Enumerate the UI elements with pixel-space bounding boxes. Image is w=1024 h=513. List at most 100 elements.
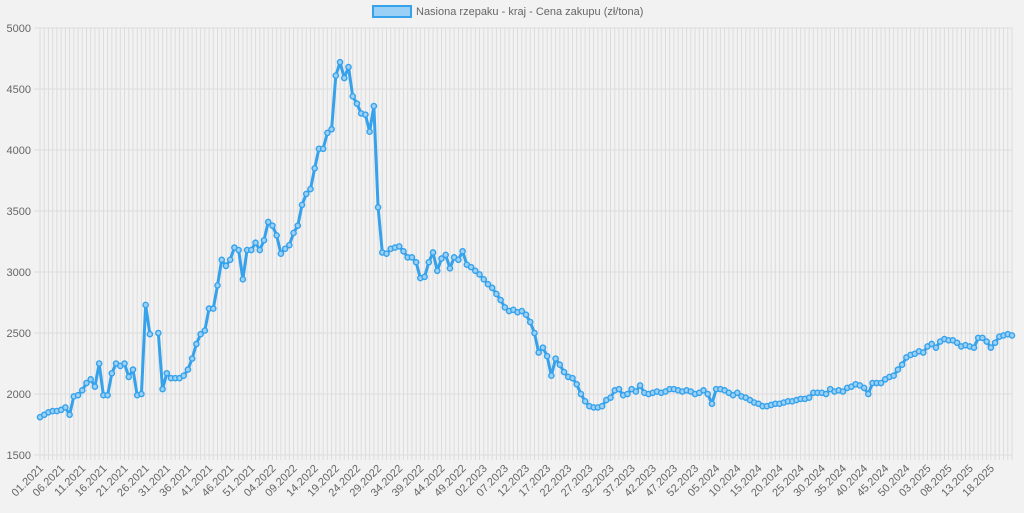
data-point[interactable] (78, 387, 86, 394)
data-point[interactable] (552, 355, 559, 362)
data-point[interactable] (91, 383, 99, 390)
data-point[interactable] (459, 247, 466, 255)
data-point[interactable] (425, 258, 433, 266)
legend-swatch[interactable] (372, 5, 412, 18)
data-point[interactable] (607, 394, 614, 401)
data-point[interactable] (480, 276, 488, 283)
data-point[interactable] (83, 379, 90, 387)
data-point[interactable] (598, 402, 606, 410)
data-point[interactable] (412, 258, 420, 266)
data-point[interactable] (353, 100, 361, 107)
data-point[interactable] (269, 222, 276, 229)
data-point[interactable] (979, 334, 986, 342)
data-point[interactable] (155, 329, 162, 337)
data-point[interactable] (860, 384, 868, 392)
data-point[interactable] (518, 307, 526, 315)
data-point[interactable] (577, 390, 585, 398)
data-point[interactable] (805, 394, 813, 401)
data-point[interactable] (556, 361, 564, 369)
data-point[interactable] (1008, 332, 1016, 339)
data-point[interactable] (573, 380, 581, 388)
data-point[interactable] (400, 247, 407, 255)
data-point[interactable] (95, 360, 103, 367)
data-point[interactable] (991, 339, 999, 347)
data-point[interactable] (446, 265, 454, 272)
data-point[interactable] (433, 267, 441, 275)
data-point[interactable] (311, 164, 318, 172)
data-point[interactable] (734, 389, 741, 397)
data-point[interactable] (74, 391, 82, 399)
data-point[interactable] (256, 246, 264, 254)
data-point[interactable] (366, 128, 373, 135)
data-point[interactable] (370, 102, 378, 110)
data-point[interactable] (704, 390, 712, 398)
data-point[interactable] (383, 250, 390, 257)
data-point[interactable] (197, 330, 204, 338)
data-point[interactable] (87, 376, 95, 383)
data-point[interactable] (467, 263, 475, 271)
data-point[interactable] (890, 372, 897, 380)
data-point[interactable] (522, 311, 530, 319)
data-point[interactable] (919, 349, 927, 356)
data-point[interactable] (340, 74, 348, 82)
data-point[interactable] (345, 63, 352, 71)
data-point[interactable] (548, 372, 555, 380)
data-point[interactable] (214, 282, 221, 289)
data-point[interactable] (526, 318, 534, 326)
data-point[interactable] (180, 372, 187, 380)
data-point[interactable] (476, 271, 483, 278)
data-point[interactable] (209, 305, 217, 312)
data-point[interactable] (264, 218, 272, 226)
data-point[interactable] (700, 387, 707, 394)
data-point[interactable] (615, 385, 623, 393)
data-point[interactable] (281, 245, 289, 253)
data-point[interactable] (277, 250, 285, 257)
data-point[interactable] (307, 185, 314, 193)
data-point[interactable] (932, 344, 940, 351)
data-point[interactable] (484, 280, 492, 288)
data-point[interactable] (138, 390, 145, 398)
data-point[interactable] (332, 72, 340, 79)
data-point[interactable] (104, 391, 111, 399)
data-point[interactable] (319, 145, 327, 153)
data-point[interactable] (193, 340, 200, 348)
data-point[interactable] (273, 232, 280, 239)
data-point[interactable] (493, 290, 500, 298)
data-point[interactable] (362, 111, 369, 118)
data-point[interactable] (455, 256, 462, 264)
data-point[interactable] (302, 190, 310, 198)
data-point[interactable] (290, 229, 297, 237)
data-point[interactable] (421, 273, 428, 281)
data-point[interactable] (146, 330, 154, 338)
data-point[interactable] (218, 256, 226, 264)
data-point[interactable] (531, 329, 538, 337)
data-point[interactable] (970, 344, 978, 351)
data-point[interactable] (159, 385, 166, 393)
data-point[interactable] (501, 304, 509, 311)
data-point[interactable] (184, 366, 192, 373)
data-point[interactable] (336, 58, 344, 66)
data-point[interactable] (188, 355, 196, 362)
data-point[interactable] (62, 404, 69, 411)
data-point[interactable] (865, 390, 872, 398)
data-point[interactable] (239, 276, 247, 283)
data-point[interactable] (163, 369, 171, 377)
data-point[interactable] (535, 349, 542, 356)
data-point[interactable] (374, 204, 382, 211)
data-point[interactable] (226, 256, 234, 264)
data-point[interactable] (497, 296, 504, 304)
data-point[interactable] (408, 254, 416, 261)
data-point[interactable] (898, 361, 906, 369)
data-point[interactable] (260, 236, 268, 244)
data-point[interactable] (928, 340, 936, 348)
data-point[interactable] (953, 339, 961, 347)
data-point[interactable] (222, 262, 230, 270)
data-point[interactable] (708, 400, 716, 408)
data-point[interactable] (632, 388, 640, 395)
data-point[interactable] (252, 239, 259, 247)
data-point[interactable] (894, 366, 902, 373)
data-point[interactable] (201, 327, 209, 334)
data-point[interactable] (108, 369, 116, 377)
data-point[interactable] (429, 249, 437, 256)
data-point[interactable] (66, 411, 73, 419)
